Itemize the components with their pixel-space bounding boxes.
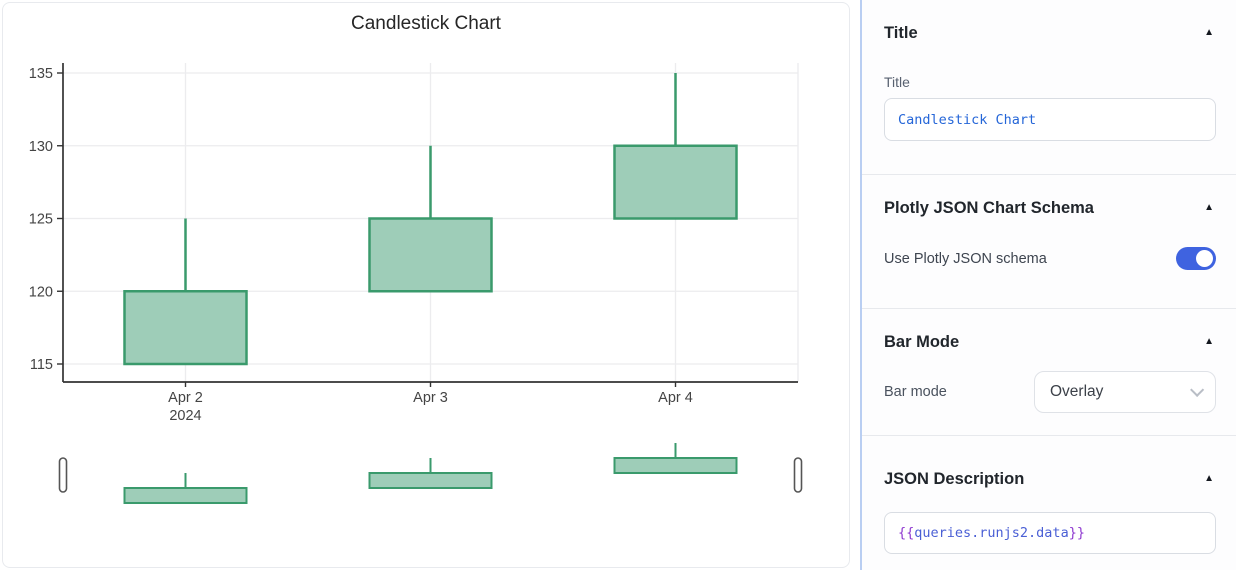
svg-text:135: 135 [29, 66, 53, 82]
rangeslider-handle-left[interactable] [58, 457, 68, 493]
candle[interactable] [123, 290, 248, 366]
svg-text:Apr 3: Apr 3 [413, 390, 448, 406]
code-open-braces: {{ [898, 525, 915, 541]
section-json-header: JSON Description [884, 470, 1025, 488]
chevron-down-icon [1190, 382, 1205, 397]
code-close-braces: }} [1068, 525, 1085, 541]
section-title: Title ▲ Title [862, 0, 1236, 175]
svg-text:2024: 2024 [169, 408, 201, 424]
svg-text:Apr 2: Apr 2 [168, 390, 203, 406]
use-plotly-schema-label: Use Plotly JSON schema [884, 250, 1047, 267]
svg-text:Apr 4: Apr 4 [658, 390, 693, 406]
bar-mode-select[interactable]: Overlay [1034, 371, 1216, 413]
candle[interactable] [613, 144, 738, 220]
title-input[interactable] [884, 98, 1216, 141]
section-bar-mode: Bar Mode ▲ Bar mode Overlay [862, 309, 1236, 436]
svg-text:125: 125 [29, 212, 53, 228]
section-plotly-schema: Plotly JSON Chart Schema ▲ Use Plotly JS… [862, 175, 1236, 309]
section-barmode-header: Bar Mode [884, 333, 960, 351]
section-schema-header: Plotly JSON Chart Schema [884, 199, 1094, 217]
bar-mode-selected-value: Overlay [1050, 383, 1104, 400]
chart-widget: Candlestick Chart 115 120 125 130 135 Apr 2 20… [2, 2, 850, 568]
title-field-label: Title [884, 74, 910, 90]
collapse-icon[interactable]: ▲ [1202, 197, 1216, 219]
collapse-icon[interactable]: ▲ [1202, 331, 1216, 353]
code-expression: queries.runjs2.data [914, 525, 1069, 541]
collapse-icon[interactable]: ▲ [1202, 22, 1216, 44]
section-json-description: JSON Description ▲ {{queries.runjs2.data… [862, 436, 1236, 570]
section-title-header: Title [884, 24, 918, 42]
candlestick-chart[interactable]: 115 120 125 130 135 Apr 2 2024 Apr 3 Apr 4 [3, 3, 849, 567]
svg-text:115: 115 [30, 357, 53, 373]
candle[interactable] [368, 217, 493, 293]
json-description-input[interactable]: {{queries.runjs2.data}} [884, 512, 1216, 554]
rangeslider-handle-right[interactable] [793, 457, 803, 493]
chart-title: Candlestick Chart [351, 13, 501, 34]
svg-text:120: 120 [29, 284, 53, 300]
inspector-panel: Title ▲ Title Plotly JSON Chart Schema ▲… [860, 0, 1236, 570]
bar-mode-label: Bar mode [884, 384, 947, 400]
svg-text:130: 130 [29, 139, 53, 155]
use-plotly-schema-toggle[interactable] [1176, 247, 1216, 270]
toggle-knob [1196, 250, 1213, 267]
collapse-icon[interactable]: ▲ [1202, 468, 1216, 490]
